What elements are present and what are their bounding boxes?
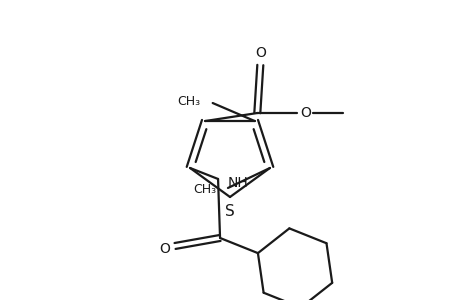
Text: CH₃: CH₃ bbox=[177, 95, 200, 108]
Text: O: O bbox=[159, 242, 170, 256]
Text: CH₃: CH₃ bbox=[192, 183, 215, 196]
Text: S: S bbox=[224, 203, 235, 218]
Text: NH: NH bbox=[228, 176, 248, 190]
Text: O: O bbox=[254, 46, 265, 60]
Text: O: O bbox=[299, 106, 310, 120]
